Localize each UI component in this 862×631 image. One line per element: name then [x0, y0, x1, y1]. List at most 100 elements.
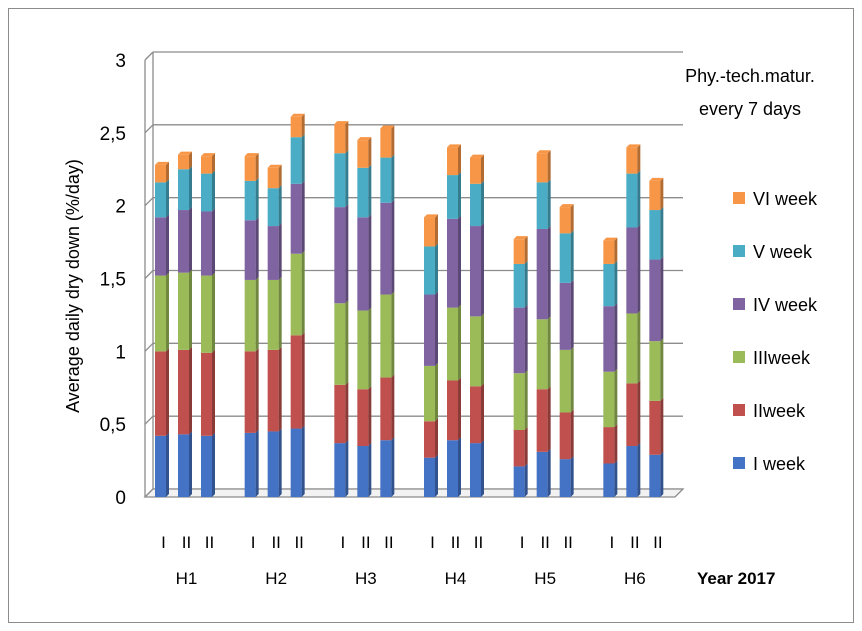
bar-segment-side: [637, 380, 641, 447]
bar-top: [380, 125, 395, 129]
bar-segment: [290, 335, 302, 429]
bar-segment-side: [368, 164, 372, 218]
bar-segment-side: [345, 150, 349, 208]
bar-segment: [267, 349, 279, 432]
bar-segment-side: [345, 204, 349, 304]
bar-segment: [470, 226, 481, 317]
gridline-slant: [144, 197, 154, 207]
bar-segment-side: [278, 185, 282, 227]
bars: [155, 113, 664, 497]
bar-top: [178, 151, 192, 155]
legend-label: IIweek: [753, 401, 806, 421]
x-group-label: H1: [176, 569, 198, 588]
bar-segment-side: [391, 125, 395, 158]
gridline-slant: [144, 124, 154, 134]
bar-segment-side: [435, 362, 438, 422]
bar-segment: [447, 380, 458, 441]
x-category-labels: I II II I II II I II II I II II I II II I II II: [161, 533, 662, 552]
bar-top: [267, 164, 282, 168]
bar-segment-side: [301, 425, 305, 497]
bar-segment: [267, 226, 279, 280]
bar-segment: [380, 440, 392, 497]
bar-segment: [470, 443, 481, 497]
bar-segment: [649, 341, 661, 401]
bar-segment: [334, 124, 346, 154]
bar-segment: [626, 313, 638, 384]
bar-segment: [290, 428, 302, 497]
bar-segment: [513, 307, 525, 374]
bar-segment-side: [570, 456, 574, 497]
bar-segment: [244, 351, 256, 433]
x-category-label: II: [205, 533, 214, 552]
bar-segment-side: [458, 377, 461, 441]
legend-label: I week: [753, 454, 806, 474]
bar-stack: [603, 237, 618, 497]
bar-segment-side: [614, 424, 618, 464]
bar-segment-side: [301, 250, 305, 336]
bar-segment-side: [637, 170, 641, 228]
bar-segment-side: [614, 260, 618, 307]
bar-segment: [447, 175, 458, 219]
bar-segment: [290, 116, 302, 138]
legend-entry: I week: [733, 454, 806, 474]
bar-segment-side: [570, 230, 574, 283]
x-category-label: II: [361, 533, 370, 552]
bar-segment: [244, 432, 256, 497]
bar-stack: [155, 161, 169, 497]
bar-segment: [155, 164, 166, 183]
bar-segment: [244, 180, 256, 221]
bar-segment: [155, 351, 166, 436]
bar-segment-side: [189, 269, 192, 350]
bar-segment-side: [660, 397, 664, 455]
x-group-label: H5: [534, 569, 556, 588]
bar-segment: [536, 182, 548, 229]
bar-stack: [380, 125, 395, 497]
bar-segment: [155, 217, 166, 276]
bar-segment-side: [391, 154, 395, 203]
legend-swatch: [733, 245, 745, 257]
bar-segment-side: [637, 310, 641, 384]
bar-top: [649, 177, 664, 181]
x-group-label: H3: [355, 569, 377, 588]
bar-segment-side: [524, 426, 528, 467]
bar-segment-side: [481, 440, 484, 497]
bar-segment-side: [570, 279, 574, 350]
legend-swatch: [733, 457, 745, 469]
bar-segment: [334, 153, 346, 208]
bar-segment-side: [458, 144, 461, 176]
bar-segment-side: [212, 432, 215, 497]
bar-segment: [513, 239, 525, 264]
bar-stack: [649, 177, 664, 497]
bar-segment: [649, 210, 661, 260]
bar-segment-side: [481, 383, 484, 444]
bar-segment: [267, 431, 279, 497]
x-category-label: I: [161, 533, 166, 552]
bar-segment-side: [660, 451, 664, 497]
bar-segment: [470, 183, 481, 227]
bar-segment: [380, 157, 392, 203]
bar-segment: [424, 365, 435, 422]
bar-segment-side: [547, 150, 551, 183]
bar-segment: [178, 169, 189, 211]
bar-segment-side: [524, 370, 528, 430]
bar-segment: [290, 253, 302, 336]
y-tick-label: 2,5: [100, 124, 126, 145]
bar-segment-side: [458, 304, 461, 381]
bar-top: [513, 236, 528, 240]
gridline-slant: [144, 415, 154, 425]
bar-top: [357, 137, 372, 141]
bar-segment-side: [614, 460, 618, 497]
bar-segment: [536, 319, 548, 390]
bar-top: [626, 144, 641, 148]
bar-segment-side: [547, 316, 551, 390]
bar-segment-side: [301, 180, 305, 254]
gridline-slant: [144, 51, 154, 61]
bar-segment: [470, 316, 481, 387]
bar-segment: [447, 440, 458, 497]
bar-segment-side: [189, 431, 192, 497]
legend-swatch: [733, 298, 745, 310]
legend-label: IIIweek: [753, 348, 811, 368]
bar-stack: [178, 151, 192, 497]
legend-entry: V week: [733, 242, 813, 262]
